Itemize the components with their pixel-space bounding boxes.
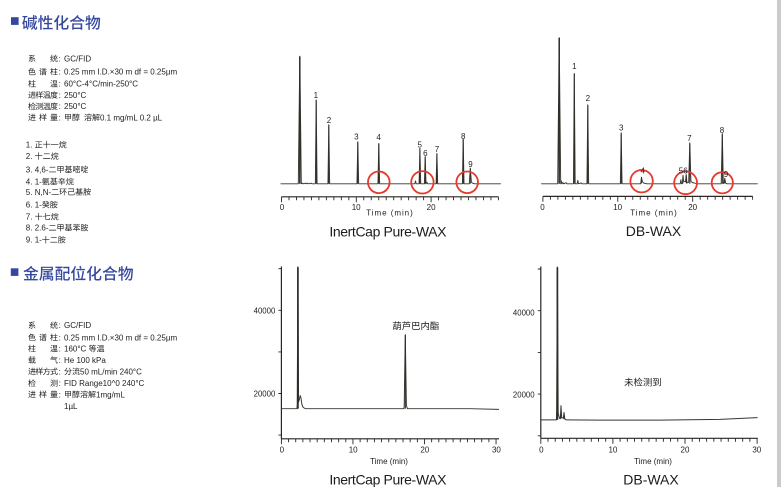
svg-text:250°C: 250°C: [64, 91, 87, 100]
svg-text:DB-WAX: DB-WAX: [626, 223, 682, 239]
svg-text:0: 0: [539, 446, 544, 455]
svg-text:6: 6: [683, 167, 688, 176]
svg-text:1: 1: [314, 91, 319, 100]
svg-text::: :: [59, 68, 61, 77]
svg-text:20: 20: [688, 203, 697, 212]
svg-text:20000: 20000: [513, 390, 535, 399]
svg-text:6: 6: [423, 149, 428, 158]
svg-text:1.: 1.: [26, 141, 33, 150]
svg-text:9. 1-: 9. 1-: [26, 236, 42, 245]
svg-text:8: 8: [461, 132, 466, 141]
svg-text:0.25 mm I.D.×30 m df = 0.25µm: 0.25 mm I.D.×30 m df = 0.25µm: [64, 333, 177, 342]
svg-text:10: 10: [352, 203, 361, 212]
svg-text:1mg/mL: 1mg/mL: [96, 390, 125, 399]
svg-text:1µL: 1µL: [64, 402, 78, 411]
svg-text:8. 2.6-: 8. 2.6-: [26, 224, 49, 233]
svg-text::: :: [59, 333, 61, 342]
svg-text:1: 1: [572, 62, 577, 71]
svg-text:0: 0: [540, 203, 545, 212]
svg-text:7: 7: [687, 134, 692, 143]
svg-text:50 mL/min 240°C: 50 mL/min 240°C: [80, 367, 142, 376]
svg-text:GC/FID: GC/FID: [64, 321, 91, 330]
svg-text:10: 10: [608, 446, 617, 455]
svg-text:30: 30: [492, 446, 501, 455]
svg-text:DB-WAX: DB-WAX: [623, 471, 679, 487]
svg-text::: :: [59, 367, 61, 376]
svg-text:0: 0: [280, 446, 285, 455]
svg-text:Time (min): Time (min): [630, 209, 677, 218]
svg-text:3. 4,6-: 3. 4,6-: [26, 165, 49, 174]
svg-text:20: 20: [681, 446, 690, 455]
svg-text:Time (min): Time (min): [370, 457, 408, 466]
svg-text:9: 9: [724, 170, 729, 179]
svg-text:InertCap Pure-WAX: InertCap Pure-WAX: [329, 224, 447, 240]
svg-text:4. 1-: 4. 1-: [26, 178, 42, 187]
svg-text:2: 2: [586, 94, 591, 103]
svg-text:2.: 2.: [26, 152, 33, 161]
svg-text::: :: [59, 80, 61, 89]
svg-text:InertCap Pure-WAX: InertCap Pure-WAX: [329, 471, 447, 487]
svg-text:3: 3: [354, 133, 359, 142]
svg-text::: :: [59, 379, 61, 388]
svg-text:20: 20: [420, 446, 429, 455]
svg-text:40000: 40000: [513, 309, 535, 318]
svg-text:0.1 mg/mL 0.2 µL: 0.1 mg/mL 0.2 µL: [100, 113, 163, 122]
svg-text::: :: [59, 345, 61, 354]
svg-text::: :: [59, 113, 61, 122]
svg-text:8: 8: [720, 126, 725, 135]
svg-text::: :: [59, 356, 61, 365]
svg-text::: :: [59, 91, 61, 100]
svg-text:FID Range10^0 240°C: FID Range10^0 240°C: [64, 379, 145, 388]
svg-text:160°C: 160°C: [64, 345, 87, 354]
svg-text:5: 5: [679, 167, 684, 176]
svg-text:He 100 kPa: He 100 kPa: [64, 356, 106, 365]
svg-text:9: 9: [468, 160, 473, 169]
svg-text:5. N,N-: 5. N,N-: [26, 188, 52, 197]
svg-text:5: 5: [417, 141, 422, 150]
svg-text:30: 30: [752, 446, 761, 455]
svg-text:GC/FID: GC/FID: [64, 54, 91, 63]
svg-text:0: 0: [280, 203, 285, 212]
svg-text:60°C-4°C/min-250°C: 60°C-4°C/min-250°C: [64, 80, 138, 89]
svg-text:Time (min): Time (min): [366, 209, 413, 218]
svg-text:40000: 40000: [254, 306, 276, 315]
svg-text:10: 10: [349, 446, 358, 455]
svg-text:7.: 7.: [26, 213, 33, 222]
svg-text:6. 1-: 6. 1-: [26, 201, 42, 210]
svg-text:20: 20: [427, 203, 436, 212]
svg-text:Time (min): Time (min): [634, 457, 672, 466]
svg-text:7: 7: [435, 145, 440, 154]
svg-text:0.25 mm I.D.×30 m df = 0.25µm: 0.25 mm I.D.×30 m df = 0.25µm: [64, 68, 177, 77]
svg-text::: :: [59, 321, 61, 330]
svg-text:4: 4: [640, 166, 645, 175]
svg-text:4: 4: [376, 133, 381, 142]
svg-text:3: 3: [619, 123, 624, 132]
svg-text::: :: [59, 390, 61, 399]
svg-text:250°C: 250°C: [64, 102, 87, 111]
svg-text::: :: [59, 102, 61, 111]
svg-text::: :: [59, 54, 61, 63]
svg-text:20000: 20000: [254, 389, 276, 398]
svg-text:2: 2: [327, 116, 332, 125]
svg-text:10: 10: [613, 203, 622, 212]
